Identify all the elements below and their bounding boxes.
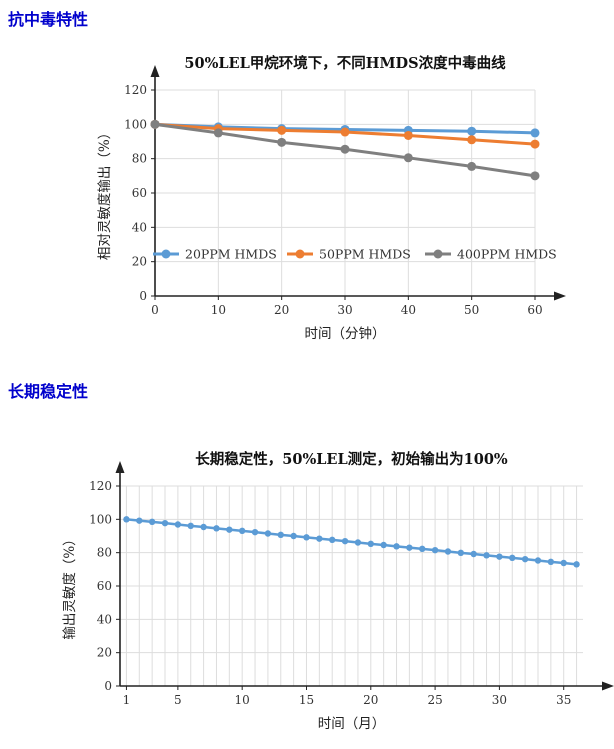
svg-text:长期稳定性，50%LEL测定，初始输出为100%: 长期稳定性，50%LEL测定，初始输出为100% xyxy=(195,450,508,468)
svg-text:400PPM HMDS: 400PPM HMDS xyxy=(457,247,557,262)
svg-text:25: 25 xyxy=(427,693,442,707)
svg-text:120: 120 xyxy=(124,83,147,97)
svg-text:20: 20 xyxy=(97,646,112,660)
svg-text:0: 0 xyxy=(151,303,159,317)
svg-text:120: 120 xyxy=(89,479,112,493)
svg-text:50: 50 xyxy=(464,303,479,317)
svg-text:60: 60 xyxy=(97,579,112,593)
svg-text:1: 1 xyxy=(123,693,131,707)
svg-text:50PPM HMDS: 50PPM HMDS xyxy=(319,247,411,262)
svg-text:10: 10 xyxy=(211,303,226,317)
svg-text:输出灵敏度（%）: 输出灵敏度（%） xyxy=(62,532,78,639)
svg-text:100: 100 xyxy=(89,512,112,526)
svg-text:80: 80 xyxy=(132,152,147,166)
svg-text:40: 40 xyxy=(401,303,416,317)
svg-text:100: 100 xyxy=(124,117,147,131)
svg-text:20: 20 xyxy=(363,693,378,707)
svg-text:30: 30 xyxy=(337,303,352,317)
svg-text:20: 20 xyxy=(274,303,289,317)
svg-text:80: 80 xyxy=(97,546,112,560)
svg-text:15: 15 xyxy=(299,693,314,707)
section-title-antipoison: 抗中毒特性 xyxy=(8,12,89,29)
svg-text:5: 5 xyxy=(174,693,182,707)
svg-text:40: 40 xyxy=(132,220,147,234)
svg-text:时间（分钟）: 时间（分钟） xyxy=(305,325,386,342)
svg-text:相对灵敏度输出（%）: 相对灵敏度输出（%） xyxy=(97,126,113,260)
svg-text:0: 0 xyxy=(139,289,147,303)
svg-text:时间（月）: 时间（月） xyxy=(318,716,386,732)
long-term-stability-chart: 1 5 10 15 20 25 30 35020406080100120长期稳定性，50%LE… xyxy=(62,450,614,732)
section-title-stability: 长期稳定性 xyxy=(8,384,89,401)
svg-text:50%LEL甲烷环境下，不同HMDS浓度中毒曲线: 50%LEL甲烷环境下，不同HMDS浓度中毒曲线 xyxy=(184,54,506,72)
svg-text:20: 20 xyxy=(132,255,147,269)
svg-text:30: 30 xyxy=(492,693,507,707)
svg-text:10: 10 xyxy=(235,693,250,707)
svg-text:60: 60 xyxy=(132,186,147,200)
svg-text:60: 60 xyxy=(527,303,542,317)
svg-text:35: 35 xyxy=(556,693,571,707)
svg-text:0: 0 xyxy=(104,679,112,693)
poison-resistance-chart: 0 10 20 30 40 50 60 0 20 40 60 80 100 120 50%LEL甲烷环境下，… xyxy=(97,54,566,342)
svg-text:20PPM HMDS: 20PPM HMDS xyxy=(185,247,277,262)
svg-text:40: 40 xyxy=(97,612,112,626)
